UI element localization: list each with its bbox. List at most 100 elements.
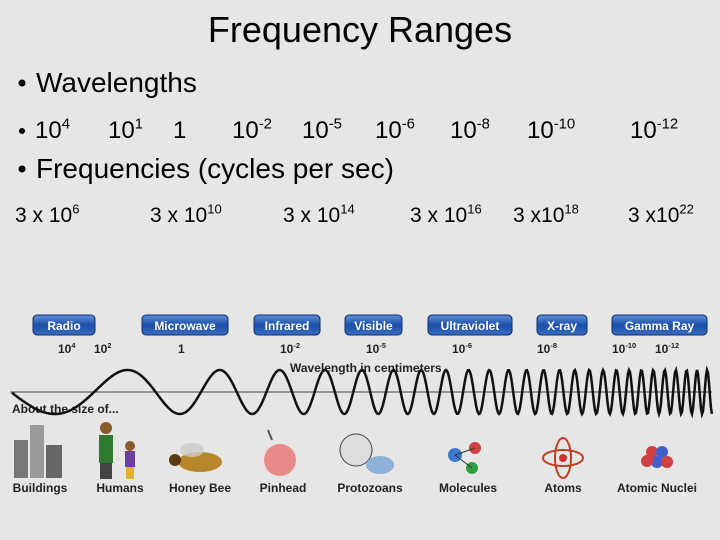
power-label: 1 (173, 117, 186, 144)
base: 10 (537, 342, 551, 356)
power-label: 10-10 (527, 116, 575, 144)
power-label: 10-6 (375, 116, 415, 144)
power-label: 1 (178, 342, 185, 356)
band-box (536, 314, 588, 336)
exponent: 16 (467, 202, 481, 217)
bullet-dot (18, 165, 26, 173)
bullet-text: Wavelengths (36, 67, 197, 98)
power-label: 10-2 (232, 116, 272, 144)
object-label: Buildings (13, 481, 68, 495)
band-label: X-ray (547, 319, 577, 333)
power-label: 104 (58, 341, 76, 356)
base: 10 (35, 117, 62, 144)
exponent: 22 (679, 202, 693, 217)
power-label: 10-10 (612, 341, 636, 356)
wave (11, 365, 714, 419)
base: 1 (173, 117, 186, 144)
base: 1 (178, 342, 185, 356)
base: 10 (450, 117, 477, 144)
base: 10 (58, 342, 72, 356)
exponent: 4 (62, 116, 70, 132)
base: 10 (452, 342, 466, 356)
object-label: Pinhead (260, 481, 307, 495)
exponent: -8 (477, 116, 490, 132)
base: 10 (94, 342, 108, 356)
exponent: 2 (107, 341, 111, 350)
band-box (611, 314, 708, 336)
base: 3 x10 (628, 204, 679, 227)
band-label: Ultraviolet (441, 319, 500, 333)
band-box (427, 314, 513, 336)
object-label: Atoms (544, 481, 582, 495)
object-label: Honey Bee (169, 481, 231, 495)
power-label: 3 x 1014 (283, 202, 355, 227)
band-box (344, 314, 403, 336)
bullet-text: Frequencies (cycles per sec) (36, 153, 394, 184)
power-label: 10-12 (630, 116, 678, 144)
power-label: 10-8 (537, 341, 557, 356)
base: 10 (630, 117, 657, 144)
power-label: 10-5 (366, 341, 386, 356)
object-label: Atomic Nuclei (617, 481, 697, 495)
base: 10 (655, 342, 669, 356)
exponent: 4 (71, 341, 76, 350)
power-label: 10-6 (452, 341, 472, 356)
base: 3 x 10 (15, 204, 72, 227)
bullet-dot (19, 128, 25, 134)
exponent: 10 (207, 202, 221, 217)
exponent: -2 (293, 341, 300, 350)
exponent: -6 (402, 116, 415, 132)
band-label: Microwave (154, 319, 216, 333)
power-label: 3 x 1010 (150, 202, 222, 227)
band-label: Visible (354, 319, 393, 333)
icons (14, 422, 673, 479)
base: 10 (375, 117, 402, 144)
power-label: 10-12 (655, 341, 679, 356)
exponent: -6 (465, 341, 472, 350)
exponent: -2 (259, 116, 272, 132)
band-box (253, 314, 321, 336)
base: 10 (280, 342, 294, 356)
exponent: -10 (554, 116, 576, 132)
title: Frequency Ranges (208, 9, 512, 50)
size-label: About the size of... (12, 402, 119, 416)
power-label: 102 (94, 341, 112, 356)
band-box (141, 314, 229, 336)
base: 10 (302, 117, 329, 144)
base: 3 x10 (513, 204, 564, 227)
exponent: -12 (668, 341, 679, 350)
base: 10 (612, 342, 626, 356)
exponent: 6 (72, 202, 79, 217)
power-label: 3 x 106 (15, 202, 79, 227)
exponent: 1 (135, 116, 143, 132)
power-label: 3 x1022 (628, 202, 694, 227)
base: 10 (232, 117, 259, 144)
base: 10 (366, 342, 380, 356)
power-label: 10-2 (280, 341, 300, 356)
object-label: Molecules (439, 481, 497, 495)
exponent: -5 (379, 341, 386, 350)
base: 3 x 10 (410, 204, 467, 227)
power-label: 10-8 (450, 116, 490, 144)
band-label: Infrared (265, 319, 310, 333)
power-label: 104 (35, 116, 70, 144)
exponent: -8 (550, 341, 557, 350)
power-label: 3 x1018 (513, 202, 579, 227)
exponent: -12 (657, 116, 679, 132)
object-label: Humans (96, 481, 144, 495)
band-box (32, 314, 96, 336)
power-label: 3 x 1016 (410, 202, 482, 227)
exponent: 14 (340, 202, 354, 217)
bullet-dot (18, 79, 26, 87)
exponent: -5 (329, 116, 342, 132)
exponent: 18 (564, 202, 578, 217)
exponent: -10 (625, 341, 636, 350)
base: 3 x 10 (283, 204, 340, 227)
power-label: 10-5 (302, 116, 342, 144)
band-label: Gamma Ray (625, 319, 695, 333)
base: 3 x 10 (150, 204, 207, 227)
power-label: 101 (108, 116, 143, 144)
base: 10 (108, 117, 135, 144)
